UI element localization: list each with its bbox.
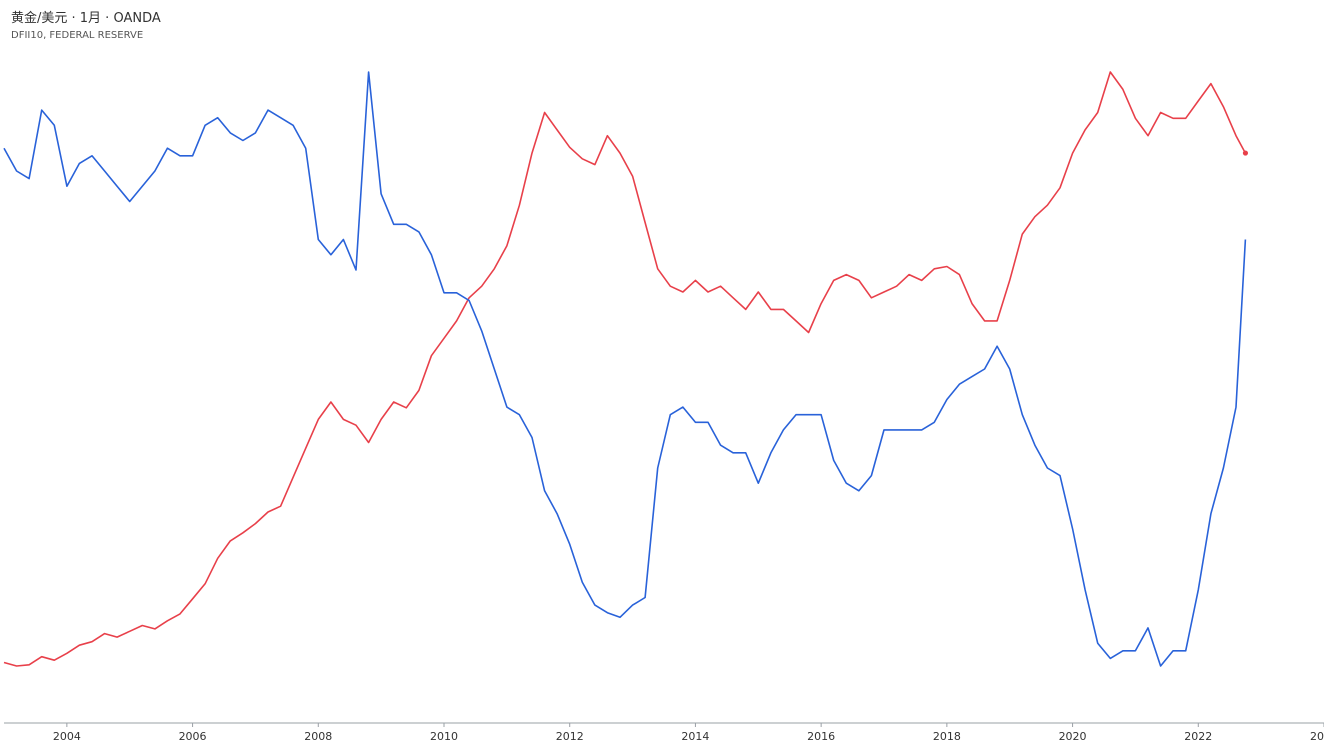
series-end-marker (1242, 150, 1249, 156)
series-markers (1242, 150, 1249, 156)
x-tick-label: 2024 (1310, 730, 1324, 743)
series-line-1 (3, 71, 1247, 667)
x-tick-label: 2020 (1059, 730, 1087, 743)
series-lines (3, 71, 1247, 667)
chart-title: 黄金/美元 · 1月 · OANDA (11, 11, 161, 26)
x-tick-label: 2018 (933, 730, 961, 743)
x-tick-label: 2004 (53, 730, 81, 743)
x-tick-label: 2012 (556, 730, 584, 743)
x-tick-label: 2014 (681, 730, 709, 743)
x-tick-label: 2022 (1184, 730, 1212, 743)
x-tick-label: 2006 (179, 730, 207, 743)
x-axis-ticks: 2004 2006 2008 2010 2012 2014 2016 2018 2020 2022… (53, 723, 1324, 743)
x-tick-label: 2010 (430, 730, 458, 743)
chart-subtitle: DFII10, FEDERAL RESERVE (11, 30, 144, 41)
x-tick-label: 2016 (807, 730, 835, 743)
series-line-2 (3, 71, 1247, 667)
x-tick-label: 2008 (304, 730, 332, 743)
